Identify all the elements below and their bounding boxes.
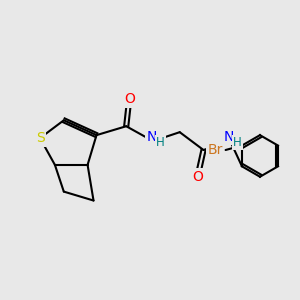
- Text: O: O: [124, 92, 135, 106]
- Text: H: H: [233, 136, 242, 149]
- Text: O: O: [192, 170, 203, 184]
- Text: H: H: [156, 136, 165, 149]
- Text: S: S: [36, 131, 44, 145]
- Text: N: N: [146, 130, 157, 144]
- Text: Br: Br: [208, 143, 223, 157]
- Text: N: N: [224, 130, 234, 144]
